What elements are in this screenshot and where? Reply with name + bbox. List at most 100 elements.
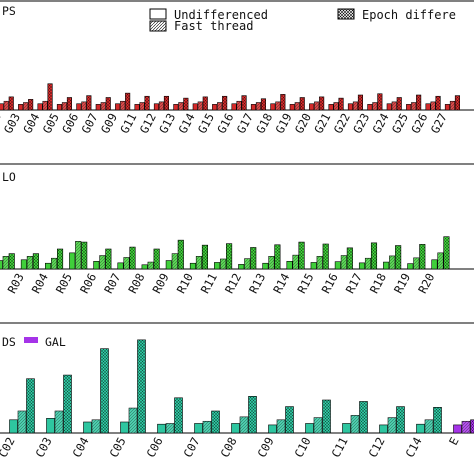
bar-R13-undifferenced — [262, 262, 269, 270]
bar-hatch-G07-2 — [106, 97, 111, 110]
bar-C03-undifferenced — [46, 418, 55, 434]
bar-R08-undifferenced — [141, 264, 148, 270]
bar-hatch-C05-2 — [137, 339, 146, 433]
tick-label-R07: R07 — [101, 271, 123, 296]
bar-hatch-R10-1 — [196, 256, 202, 269]
bar-hatch-C08-2 — [248, 396, 257, 433]
tick-label-C05: C05 — [107, 435, 129, 460]
bar-hatch-R15-2 — [322, 244, 329, 269]
bar-hatch-G18-2 — [280, 94, 286, 111]
panel-beidou-bars — [9, 339, 474, 434]
legend-label-epoch: Epoch differe — [362, 8, 456, 22]
tick-label-G17: G17 — [234, 111, 256, 136]
bar-hatch-G04-1 — [42, 101, 48, 110]
bar-G13-undifferenced — [173, 104, 179, 111]
bar-C02-undifferenced — [9, 419, 18, 434]
bar-hatch-G06-1 — [81, 101, 87, 111]
bar-hatch-R14-1 — [292, 255, 299, 269]
bar-C08-undifferenced — [231, 423, 240, 434]
bar-G16-undifferenced — [231, 103, 237, 111]
bar-G22-undifferenced — [347, 103, 354, 111]
bar-hatch-R20-2 — [443, 236, 450, 269]
legend-label-fast-thread: Fast thread — [174, 19, 253, 33]
bar-C11-undifferenced — [342, 423, 351, 434]
tick-label-G16: G16 — [214, 111, 236, 136]
bar-hatch-C14-1 — [425, 419, 433, 433]
legend-swatch-undifferenced — [149, 8, 167, 20]
bar-hatch-G05-2 — [67, 97, 72, 110]
bar-hatch-G06-2 — [86, 95, 92, 110]
bar-C09-undifferenced — [268, 424, 277, 434]
bar-hatch-R07-2 — [129, 247, 136, 269]
tick-label-G05: G05 — [40, 111, 62, 136]
bar-R19-undifferenced — [407, 263, 414, 270]
bar-hatch-R13-1 — [268, 256, 275, 269]
bar-hatch-E-1 — [462, 421, 470, 433]
tick-label-G20: G20 — [292, 111, 314, 136]
panel-gps-label: PS — [2, 4, 16, 18]
bar-hatch-C09-1 — [277, 419, 285, 433]
bar-hatch-G07-1 — [101, 102, 106, 110]
bar-hatch-C06-1 — [166, 423, 174, 433]
bar-hatch-C02-1 — [18, 411, 26, 433]
tick-label-G09: G09 — [98, 111, 120, 136]
bar-hatch-G12-2 — [164, 96, 169, 110]
bar-hatch-G27-1 — [450, 101, 455, 110]
tick-label-C08: C08 — [218, 435, 240, 460]
bar-G18-undifferenced — [270, 103, 276, 111]
bar-hatch-G24-2 — [397, 97, 402, 110]
bar-hatch-G09-2 — [125, 93, 130, 111]
bar-C14-undifferenced — [416, 423, 425, 434]
bar-hatch-G23-2 — [377, 93, 383, 110]
bar-hatch-R18-2 — [395, 245, 401, 269]
bar-hatch-C08-1 — [240, 416, 248, 433]
bar-hatch-R12-1 — [244, 258, 250, 269]
bar-G19-undifferenced — [289, 104, 295, 111]
tick-label-R08: R08 — [125, 271, 147, 296]
bar-R04-undifferenced — [44, 262, 52, 270]
tick-label-G24: G24 — [370, 111, 392, 136]
bar-hatch-G21-2 — [338, 98, 344, 111]
tick-label-R17: R17 — [343, 271, 365, 296]
bar-hatch-R11-2 — [226, 243, 232, 269]
bar-G03-undifferenced — [18, 104, 24, 111]
bar-hatch-R14-2 — [298, 242, 305, 269]
bar-hatch-G27-2 — [455, 95, 460, 110]
bar-hatch-G19-1 — [295, 102, 300, 110]
legend-swatch-fast-thread — [149, 20, 167, 32]
bar-hatch-G11-2 — [144, 96, 150, 110]
tick-label-G06: G06 — [59, 111, 81, 136]
tick-label-C14: C14 — [403, 435, 425, 460]
bar-hatch-R06-2 — [105, 249, 112, 269]
bar-hatch-C10-2 — [322, 400, 331, 433]
bar-G21-undifferenced — [328, 104, 334, 111]
tick-label-R10: R10 — [174, 271, 196, 296]
bar-hatch-R05-1 — [75, 241, 81, 269]
tick-label-C09: C09 — [255, 435, 277, 460]
bar-hatch-G05-1 — [62, 102, 67, 110]
bar-C06-undifferenced — [157, 423, 166, 434]
bar-hatch-G26-1 — [430, 101, 436, 111]
bar-hatch-R09-2 — [178, 240, 184, 269]
bar-R09-undifferenced — [165, 260, 172, 270]
bar-hatch-R06-1 — [99, 255, 106, 269]
bar-hatch-G22-1 — [353, 101, 358, 111]
bar-hatch-G16-2 — [241, 95, 247, 110]
tick-label-G07: G07 — [79, 111, 101, 136]
bar-hatch-G03-1 — [23, 102, 28, 110]
tick-label-G27: G27 — [428, 111, 450, 136]
tick-label-R16: R16 — [319, 271, 341, 296]
bar-hatch-G11-1 — [139, 102, 145, 110]
panel-gps-tick-labels: G02G03G04G05G06G07G09G11G12G13G14G15G16G… — [0, 111, 450, 136]
bar-G05-undifferenced — [56, 104, 63, 111]
tick-label-C02: C02 — [0, 435, 18, 460]
bar-hatch-G04-2 — [47, 83, 53, 110]
tick-label-R02: R02 — [0, 271, 3, 296]
tick-label-R09: R09 — [150, 271, 172, 296]
bar-R05-undifferenced — [69, 252, 76, 270]
legend: Undifferenced Fast thread Epoch differe — [149, 8, 456, 33]
tick-label-C03: C03 — [33, 435, 55, 460]
tick-label-C06: C06 — [144, 435, 166, 460]
bar-R03-undifferenced — [20, 259, 27, 270]
bar-hatch-R17-1 — [365, 258, 371, 269]
